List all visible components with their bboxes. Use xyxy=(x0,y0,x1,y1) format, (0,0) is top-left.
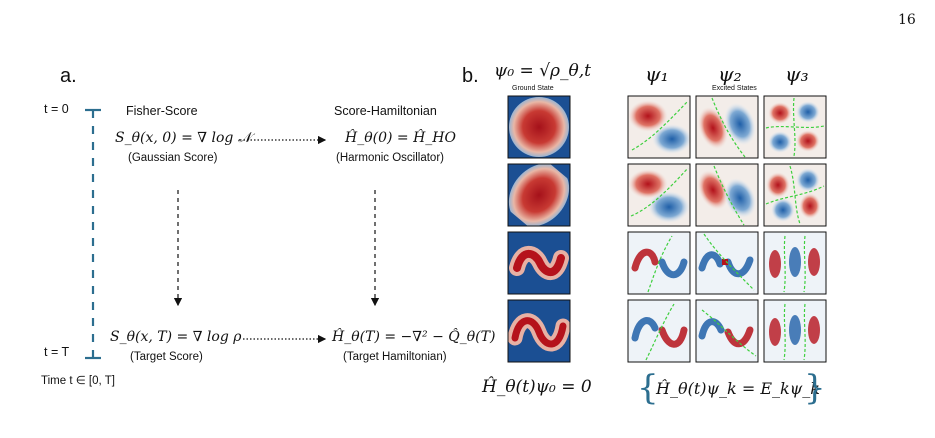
psi2-image-1 xyxy=(695,95,759,159)
score-end-caption: (Target Score) xyxy=(130,351,203,363)
psi3-image-2 xyxy=(763,163,827,227)
ground-state-image-2 xyxy=(507,163,571,227)
excited-states-label: Excited States xyxy=(712,85,757,92)
right-brace: } xyxy=(804,368,826,408)
ground-state-equation: Ĥ_θ(t)ψ₀ = 0 xyxy=(482,377,592,397)
score-hamiltonian-header: Score-Hamiltonian xyxy=(334,104,437,118)
score-start-caption: (Gaussian Score) xyxy=(128,152,218,164)
psi0-header: ψ₀ = √ρ_θ,t xyxy=(494,61,591,81)
page-number: 16 xyxy=(898,12,916,28)
psi3-image-1 xyxy=(763,95,827,159)
ground-state-image-3 xyxy=(507,231,571,295)
hamiltonian-start-caption: (Harmonic Oscillator) xyxy=(336,152,444,164)
ground-state-image-4 xyxy=(507,299,571,363)
excited-state-equation: Ĥ_θ(t)ψ_k = E_kψ_k xyxy=(656,379,820,398)
ground-state-image-1 xyxy=(507,95,571,159)
panel-b-label: b. xyxy=(462,65,479,87)
psi3-image-3 xyxy=(763,231,827,295)
left-brace: { xyxy=(637,368,659,408)
fisher-score-header: Fisher-Score xyxy=(126,104,198,118)
psi1-image-4 xyxy=(627,299,691,363)
panel-a-label: a. xyxy=(60,65,77,87)
hamiltonian-start-equation: Ĥ_θ(0) = Ĥ_HO xyxy=(345,130,456,146)
time-end-label: t = T xyxy=(44,345,70,359)
score-start-equation: S_θ(x, 0) = ∇ log 𝒩 xyxy=(115,130,252,146)
psi3-header: ψ₃ xyxy=(785,62,809,86)
timeline xyxy=(85,108,101,360)
score-end-equation: S_θ(x, T) = ∇ log ρ xyxy=(110,329,242,345)
hamiltonian-end-caption: (Target Hamiltonian) xyxy=(343,351,447,363)
psi1-image-1 xyxy=(627,95,692,159)
psi3-image-4 xyxy=(763,299,827,363)
psi2-image-4 xyxy=(695,299,759,363)
psi2-image-2 xyxy=(695,163,759,227)
psi1-header: ψ₁ xyxy=(645,62,669,86)
psi1-image-2 xyxy=(627,163,691,227)
psi1-image-3 xyxy=(627,231,691,295)
ground-state-label: Ground State xyxy=(512,85,554,92)
time-start-label: t = 0 xyxy=(44,102,69,116)
psi2-image-3 xyxy=(695,231,759,295)
hamiltonian-end-equation: Ĥ_θ(T) = −∇² − Q̂_θ(T) xyxy=(332,329,496,345)
psi2-header: ψ₂ xyxy=(718,62,742,86)
time-range-label: Time t ∈ [0, T] xyxy=(41,375,115,387)
